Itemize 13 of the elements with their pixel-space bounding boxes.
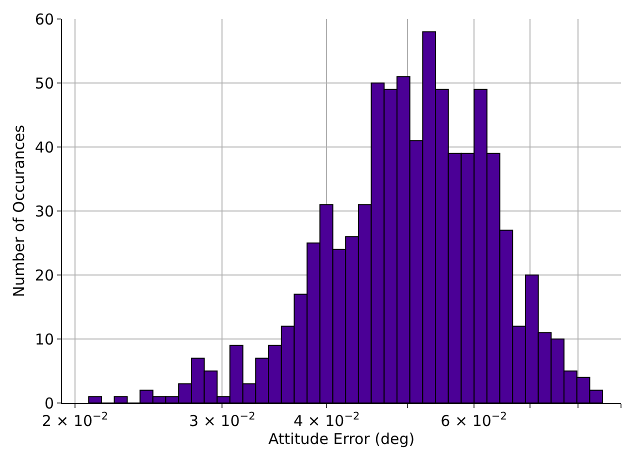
y-tick-label: 50 — [34, 74, 54, 92]
y-tick-label: 60 — [34, 10, 54, 28]
x-axis-title: Attitude Error (deg) — [268, 430, 415, 448]
y-tick-label: 0 — [44, 394, 54, 412]
x-tick-label: 2 × 10$^{−2}$ — [42, 410, 108, 430]
x-tick-label: 3 × 10$^{−2}$ — [189, 410, 256, 430]
y-tick-label: 40 — [34, 138, 54, 156]
x-tick-label: 6 × 10$^{−2}$ — [440, 410, 507, 430]
y-tick-label: 10 — [34, 330, 54, 348]
y-tick-label: 20 — [34, 266, 54, 284]
y-axis-title: Number of Occurances — [10, 124, 28, 298]
x-tick-label: 4 × 10$^{−2}$ — [293, 410, 360, 430]
y-tick-label: 30 — [34, 202, 54, 220]
